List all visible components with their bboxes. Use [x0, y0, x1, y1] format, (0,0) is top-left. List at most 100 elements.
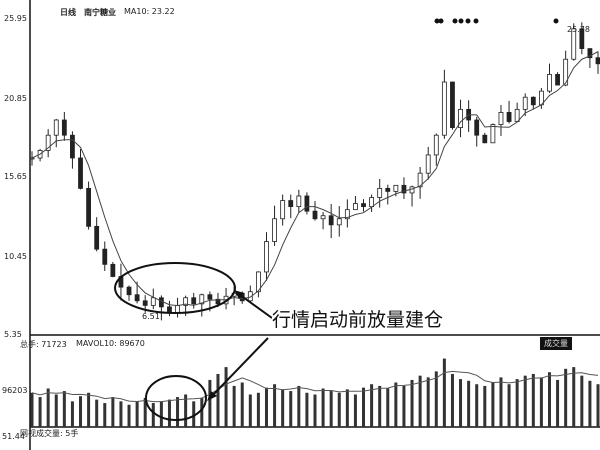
volume-bar	[256, 392, 260, 427]
volume-bar	[70, 401, 74, 427]
candle-body	[563, 58, 569, 86]
candle-body	[78, 157, 83, 189]
volume-bar	[539, 377, 543, 427]
volume-bar	[289, 391, 293, 427]
volume-bar	[410, 379, 414, 427]
candle-body	[490, 124, 496, 144]
candle-body	[183, 297, 189, 306]
volume-bar	[167, 399, 171, 427]
volume-bar	[200, 397, 204, 427]
arrow-line	[235, 291, 273, 319]
candle-body	[102, 248, 108, 265]
candle-body	[353, 203, 358, 211]
low-price-label: 6.51	[142, 312, 160, 321]
candle-body	[304, 195, 310, 212]
ma-line	[31, 51, 599, 307]
candle-body	[158, 297, 164, 308]
volume-bar	[442, 358, 446, 427]
candle-body	[264, 241, 269, 273]
candle-body	[393, 184, 399, 192]
candle-body	[385, 187, 391, 192]
volume-bar	[321, 388, 325, 427]
candle-body	[215, 298, 221, 305]
volume-bar	[208, 379, 212, 427]
candle-body	[150, 297, 156, 306]
volume-bar	[313, 394, 317, 427]
volume-bar	[596, 384, 600, 427]
volume-bar	[507, 384, 511, 427]
candle-body	[433, 134, 439, 156]
volume-bar	[38, 397, 42, 427]
volume-bar	[547, 372, 551, 427]
candle-body	[498, 112, 504, 125]
volume-bar	[337, 392, 341, 427]
candle-body	[191, 297, 197, 305]
candle-body	[29, 157, 35, 160]
volume-tick: 51.44	[2, 432, 25, 441]
volume-bar	[159, 401, 163, 427]
chart-header-ma: MA10: 23.22	[124, 7, 175, 16]
volume-bar	[418, 375, 422, 427]
volume-bar	[345, 389, 349, 427]
high-price-label: 25.78	[567, 25, 590, 34]
volume-bar	[483, 385, 487, 427]
candle-body	[458, 108, 463, 128]
y-tick: 10.45	[4, 252, 27, 261]
volume-bar	[248, 394, 252, 427]
volume-bar	[46, 388, 50, 427]
candle-body	[45, 134, 51, 151]
volume-bar	[111, 397, 115, 427]
candle-body	[247, 291, 253, 302]
annotation-text: 行情启动前放量建仓	[272, 305, 444, 332]
candle-body	[579, 28, 585, 49]
y-tick: 25.95	[4, 14, 27, 23]
volume-bar	[232, 385, 236, 427]
signal-dot	[434, 18, 440, 24]
volume-bar	[79, 396, 83, 427]
candle-body	[272, 218, 277, 242]
volume-bar	[378, 385, 382, 427]
candle-body	[441, 81, 447, 136]
candle-body	[571, 28, 577, 60]
candle-body	[199, 294, 205, 305]
volume-bar	[62, 391, 66, 427]
candle-body	[482, 134, 488, 144]
candle-body	[312, 210, 318, 220]
candle-body	[522, 96, 528, 110]
signal-dot	[452, 18, 458, 24]
volume-total: 总手: 71723	[20, 340, 67, 349]
candle-body	[417, 172, 423, 188]
candle-body	[328, 215, 334, 226]
y-tick: 20.85	[4, 94, 27, 103]
volume-bar	[87, 392, 91, 427]
candle-body	[344, 209, 350, 220]
volume-bar	[394, 382, 398, 427]
signal-dot	[465, 18, 471, 24]
volume-bar	[467, 380, 471, 427]
candle-body	[506, 112, 512, 122]
volume-bar	[580, 375, 584, 427]
volume-bar	[531, 373, 535, 427]
volume-bar	[240, 382, 244, 427]
candle-body	[70, 134, 75, 159]
volume-bar	[402, 385, 406, 427]
volume-bar	[588, 380, 592, 427]
candle-body	[280, 200, 286, 220]
candle-body	[61, 119, 67, 136]
signal-dot	[438, 18, 444, 24]
candle-body	[587, 48, 593, 59]
signal-dot	[458, 18, 464, 24]
volume-bar	[523, 375, 527, 427]
volume-bar	[143, 397, 147, 427]
volume-bar	[135, 401, 139, 427]
volume-bar	[273, 384, 277, 427]
chart-header-period: 日线	[60, 8, 76, 17]
volume-bar	[515, 379, 519, 427]
volume-bar	[353, 394, 357, 427]
candle-body	[207, 294, 213, 300]
volume-tag: 成交量	[540, 337, 572, 350]
candle-body	[86, 187, 91, 227]
signal-dot	[553, 18, 559, 24]
